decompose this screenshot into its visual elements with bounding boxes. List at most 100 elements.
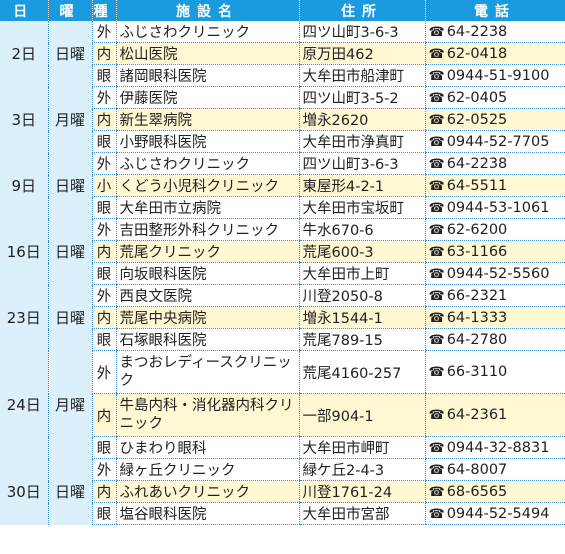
day-cell: 3日 <box>0 86 48 153</box>
address-cell: 増永1544-1 <box>298 306 425 329</box>
facility-name-cell: まつおレディースクリニック <box>115 350 299 394</box>
kind-cell: 眼 <box>91 502 116 525</box>
telephone-icon: ☎ <box>428 156 445 172</box>
header-day: 日 <box>0 0 49 21</box>
address-cell: 荒尾789-15 <box>298 328 425 351</box>
telephone-icon: ☎ <box>428 244 445 260</box>
facility-name-cell: 諸岡眼科医院 <box>115 64 299 87</box>
kind-cell: 眼 <box>91 196 116 219</box>
address-cell: 川登2050-8 <box>298 284 425 307</box>
table-row: 眼大牟田市立病院 大牟田市宝坂町 ☎ 0944-53-1061 <box>0 196 565 219</box>
facility-name-cell: ふじさわクリニック <box>115 152 299 175</box>
address-cell: 大牟田市宝坂町 <box>298 196 425 219</box>
address-cell: 四ツ山町3-6-3 <box>298 152 425 175</box>
kind-cell: 外 <box>91 218 116 241</box>
phone-number: 66-2321 <box>446 287 508 304</box>
day-cell: 2日 <box>0 21 48 87</box>
facility-name-cell: ふじさわクリニック <box>115 21 299 43</box>
facility-name-cell: 石塚眼科医院 <box>115 328 299 351</box>
phone-cell: ☎ 0944-52-5494 <box>424 502 565 525</box>
table-row: 23日 日曜外西良文医院 川登2050-8 ☎ 66-2321 <box>0 284 565 351</box>
phone-number: 0944-53-1061 <box>446 199 550 216</box>
phone-number: 62-0525 <box>446 111 508 128</box>
phone-cell: ☎ 63-1166 <box>424 240 565 263</box>
table-row: 内ふれあいクリニック 川登1761-24 ☎ 68-6565 <box>0 480 565 503</box>
facility-name-cell: 吉田整形外科クリニック <box>115 218 299 241</box>
table-row: 3日 月曜外伊藤医院 四ツ山町3-5-2 ☎ 62-0405 <box>0 86 565 153</box>
phone-cell: ☎ 64-2238 <box>424 152 565 175</box>
address-cell: 四ツ山町3-6-3 <box>298 21 425 43</box>
kind-cell: 内 <box>91 480 116 503</box>
telephone-icon: ☎ <box>428 440 445 456</box>
header-facility: 施設名 <box>116 0 300 21</box>
address-cell: 川登1761-24 <box>298 480 425 503</box>
weekday-cell: 日曜 <box>47 284 92 351</box>
phone-cell: ☎ 0944-32-8831 <box>424 436 565 459</box>
table-row: 内松山医院 原万田462 ☎ 62-0418 <box>0 42 565 65</box>
phone-number: 64-1333 <box>446 309 508 326</box>
address-cell: 牛水670-6 <box>298 218 425 241</box>
table-row: 眼ひまわり眼科 大牟田市岬町 ☎ 0944-32-8831 <box>0 436 565 459</box>
phone-cell: ☎ 64-8007 <box>424 458 565 481</box>
address-cell: 四ツ山町3-5-2 <box>298 86 425 109</box>
facility-name-cell: 荒尾クリニック <box>115 240 299 263</box>
kind-cell: 内 <box>91 306 116 329</box>
header-kind: 種 <box>92 0 117 21</box>
kind-cell: 内 <box>91 393 116 437</box>
facility-name-cell: くどう小児科クリニック <box>115 174 299 197</box>
address-cell: 一部904-1 <box>298 393 425 437</box>
table-row: 内荒尾中央病院 増永1544-1 ☎ 64-1333 <box>0 306 565 329</box>
phone-cell: ☎ 62-6200 <box>424 218 565 241</box>
phone-cell: ☎ 62-0418 <box>424 42 565 65</box>
facility-name-cell: 牛島内科・消化器内科クリニック <box>115 393 299 437</box>
telephone-icon: ☎ <box>428 90 445 106</box>
facility-name-cell: 荒尾中央病院 <box>115 306 299 329</box>
phone-number: 0944-32-8831 <box>446 439 550 456</box>
kind-cell: 外 <box>91 350 116 394</box>
kind-cell: 小 <box>91 174 116 197</box>
day-cell: 9日 <box>0 152 48 219</box>
telephone-icon: ☎ <box>428 506 445 522</box>
phone-number: 68-6565 <box>446 483 508 500</box>
table-row: 24日 月曜外まつおレディースクリニック 荒尾4160-257 ☎ 66-3110 <box>0 350 565 459</box>
weekday-cell: 日曜 <box>47 152 92 219</box>
table-row: 内牛島内科・消化器内科クリニック 一部904-1 ☎ 64-2361 <box>0 393 565 437</box>
phone-cell: ☎ 62-0405 <box>424 86 565 109</box>
weekday-cell: 日曜 <box>47 458 92 525</box>
telephone-icon: ☎ <box>428 200 445 216</box>
telephone-icon: ☎ <box>428 68 445 84</box>
facility-name-cell: 松山医院 <box>115 42 299 65</box>
header-row: 日 曜 種 施設名 住所 電話 <box>0 0 565 21</box>
kind-cell: 眼 <box>91 436 116 459</box>
kind-cell: 外 <box>91 86 116 109</box>
phone-cell: ☎ 66-3110 <box>424 350 565 394</box>
telephone-icon: ☎ <box>428 310 445 326</box>
day-cell: 16日 <box>0 218 48 285</box>
telephone-icon: ☎ <box>428 24 445 40</box>
phone-number: 0944-52-7705 <box>446 133 550 150</box>
phone-number: 0944-52-5494 <box>446 505 550 522</box>
facility-name-cell: 伊藤医院 <box>115 86 299 109</box>
telephone-icon: ☎ <box>428 332 445 348</box>
phone-cell: ☎ 64-2238 <box>424 21 565 43</box>
phone-cell: ☎ 64-2361 <box>424 393 565 437</box>
telephone-icon: ☎ <box>428 266 445 282</box>
address-cell: 大牟田市船津町 <box>298 64 425 87</box>
table-row: 9日 日曜外ふじさわクリニック 四ツ山町3-6-3 ☎ 64-2238 <box>0 152 565 219</box>
address-cell: 大牟田市宮部 <box>298 502 425 525</box>
phone-number: 0944-51-9100 <box>446 67 550 84</box>
day-cell: 30日 <box>0 458 48 525</box>
phone-cell: ☎ 64-1333 <box>424 306 565 329</box>
telephone-icon: ☎ <box>428 46 445 62</box>
weekday-cell: 日曜 <box>47 21 92 87</box>
weekday-cell: 月曜 <box>47 350 92 459</box>
telephone-icon: ☎ <box>428 365 445 380</box>
table-row: 内荒尾クリニック 荒尾600-3 ☎ 63-1166 <box>0 240 565 263</box>
kind-cell: 外 <box>91 21 116 43</box>
table-row: 眼小野眼科医院 大牟田市浄真町 ☎ 0944-52-7705 <box>0 130 565 153</box>
phone-number: 62-0405 <box>446 89 508 106</box>
table-row: 眼諸岡眼科医院 大牟田市船津町 ☎ 0944-51-9100 <box>0 64 565 87</box>
address-cell: 大牟田市浄真町 <box>298 130 425 153</box>
facility-name-cell: 西良文医院 <box>115 284 299 307</box>
address-cell: 大牟田市上町 <box>298 262 425 285</box>
